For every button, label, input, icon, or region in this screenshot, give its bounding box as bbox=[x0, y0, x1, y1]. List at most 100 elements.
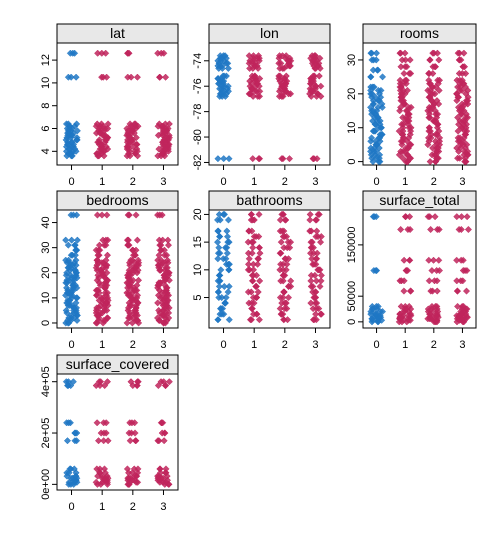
panel-frame bbox=[362, 42, 477, 166]
data-point bbox=[279, 233, 287, 241]
data-point bbox=[307, 282, 315, 291]
data-point bbox=[129, 246, 137, 254]
data-point bbox=[433, 49, 441, 57]
data-point bbox=[223, 233, 232, 241]
data-point bbox=[95, 378, 103, 386]
data-point bbox=[94, 251, 102, 259]
data-point bbox=[63, 469, 71, 477]
data-point bbox=[314, 90, 322, 98]
data-point bbox=[133, 291, 142, 299]
data-point bbox=[64, 378, 72, 386]
data-point bbox=[72, 73, 80, 81]
data-point bbox=[310, 293, 318, 302]
data-point bbox=[434, 76, 442, 84]
data-point bbox=[104, 236, 112, 244]
y-tick-label: 20 bbox=[346, 88, 358, 100]
data-point bbox=[368, 134, 376, 142]
data-point bbox=[125, 289, 133, 297]
data-point bbox=[125, 429, 133, 437]
x-tick-label: 3 bbox=[459, 339, 465, 351]
y-tick-label: 20 bbox=[40, 267, 52, 279]
data-point bbox=[457, 103, 465, 111]
data-point bbox=[102, 49, 110, 57]
data-point bbox=[280, 288, 288, 296]
data-point bbox=[125, 49, 133, 57]
data-point bbox=[283, 305, 291, 313]
data-point bbox=[428, 266, 436, 275]
data-point bbox=[248, 249, 256, 257]
data-point bbox=[164, 236, 172, 244]
data-point bbox=[101, 469, 109, 477]
x-tick-label: 2 bbox=[282, 176, 288, 188]
data-point bbox=[217, 305, 225, 313]
data-point bbox=[400, 69, 408, 78]
data-point bbox=[287, 277, 295, 285]
data-point bbox=[255, 155, 264, 163]
data-point bbox=[156, 469, 164, 477]
y-tick-label: 0 bbox=[346, 319, 358, 325]
data-point bbox=[401, 213, 409, 221]
data-point bbox=[225, 316, 233, 324]
data-point bbox=[127, 256, 135, 264]
data-point bbox=[307, 238, 315, 246]
data-point bbox=[123, 465, 131, 473]
data-point bbox=[315, 72, 323, 80]
data-point bbox=[246, 90, 254, 98]
data-point bbox=[317, 233, 325, 241]
data-point bbox=[309, 155, 317, 163]
y-tick-label: 0e+00 bbox=[40, 469, 52, 500]
data-point bbox=[309, 244, 317, 252]
data-point bbox=[220, 72, 228, 80]
data-point bbox=[406, 256, 414, 264]
x-tick-label: 3 bbox=[459, 176, 465, 188]
data-point bbox=[433, 225, 441, 234]
y-tick-label: 10 bbox=[40, 292, 52, 304]
data-point bbox=[310, 249, 318, 257]
data-point bbox=[73, 127, 81, 135]
data-point bbox=[214, 75, 222, 83]
data-point bbox=[94, 286, 102, 294]
y-tick-label: 20 bbox=[192, 208, 204, 220]
data-point bbox=[372, 56, 380, 64]
data-point bbox=[453, 287, 461, 295]
data-point bbox=[224, 64, 232, 72]
data-point bbox=[429, 63, 437, 71]
data-point bbox=[162, 465, 170, 473]
data-point bbox=[159, 236, 167, 244]
data-point bbox=[316, 282, 324, 291]
data-point bbox=[317, 271, 325, 279]
data-point bbox=[161, 251, 169, 259]
data-point bbox=[284, 255, 293, 263]
data-point bbox=[400, 256, 408, 264]
y-tick-label: 4 bbox=[40, 148, 52, 154]
data-point bbox=[215, 244, 223, 252]
data-point bbox=[104, 120, 112, 128]
data-point bbox=[399, 154, 407, 162]
data-point bbox=[216, 271, 224, 279]
data-point bbox=[155, 120, 163, 128]
y-tick-label: -80 bbox=[192, 129, 204, 145]
y-tick-label: -74 bbox=[192, 53, 204, 69]
data-point bbox=[103, 269, 111, 277]
data-point bbox=[374, 86, 382, 94]
data-point bbox=[398, 56, 406, 64]
data-point bbox=[255, 233, 263, 241]
data-point bbox=[93, 120, 101, 128]
data-point bbox=[249, 277, 257, 285]
x-tick-label: 0 bbox=[220, 339, 226, 351]
data-point bbox=[312, 255, 320, 263]
data-point bbox=[396, 277, 404, 285]
data-point bbox=[71, 429, 79, 437]
data-point bbox=[215, 282, 223, 291]
data-point bbox=[163, 256, 172, 264]
data-point bbox=[126, 120, 134, 128]
data-point bbox=[214, 249, 222, 257]
data-point bbox=[72, 256, 80, 264]
data-point bbox=[224, 238, 232, 246]
panel-frame bbox=[56, 373, 179, 491]
data-point bbox=[214, 255, 222, 263]
data-point bbox=[464, 225, 472, 234]
data-point bbox=[312, 260, 320, 268]
data-point bbox=[397, 225, 405, 234]
